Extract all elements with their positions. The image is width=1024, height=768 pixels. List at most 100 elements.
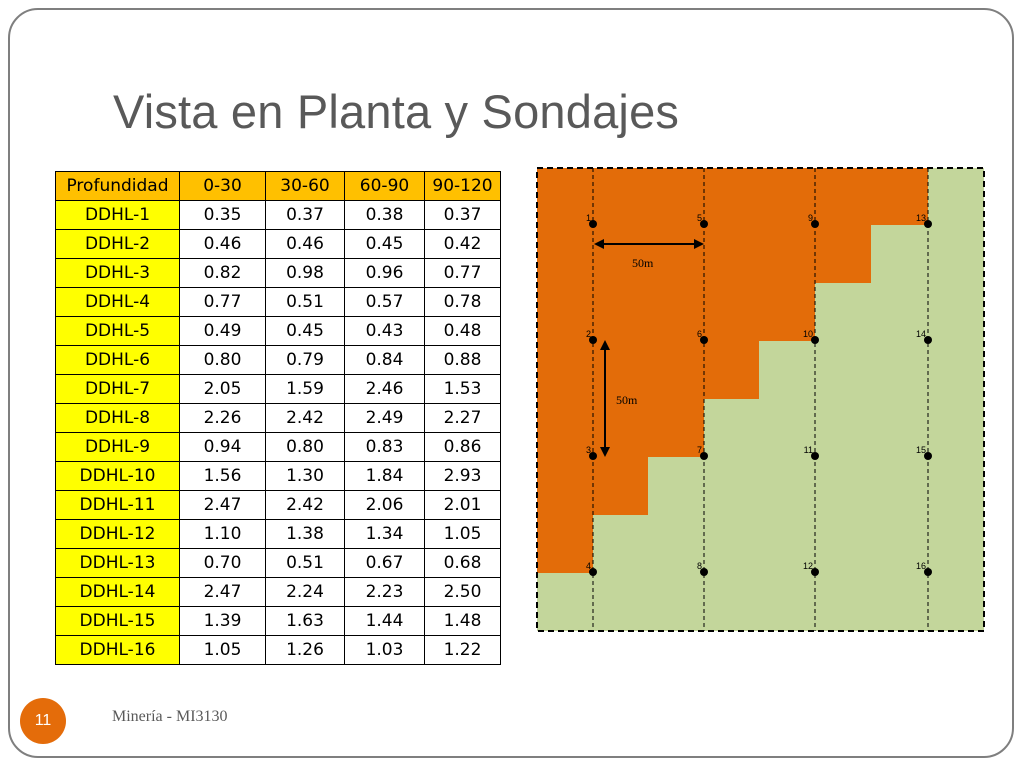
grade-cell: 0.94 xyxy=(179,432,266,462)
drillhole-marker xyxy=(924,336,932,344)
drillhole-name: DDHL-11 xyxy=(55,490,180,520)
drillhole-number-label: 1 xyxy=(586,213,591,223)
grade-cell: 2.46 xyxy=(344,374,425,404)
table-row: DDHL-1 0.35 0.37 0.38 0.37 xyxy=(55,200,501,230)
drillhole-number-label: 10 xyxy=(803,329,813,339)
drillhole-number-label: 14 xyxy=(916,329,926,339)
drillhole-number-label: 2 xyxy=(586,329,591,339)
grade-cell: 2.05 xyxy=(179,374,266,404)
grade-cell: 2.42 xyxy=(265,403,345,433)
drillhole-number-label: 16 xyxy=(916,561,926,571)
grade-cell: 0.80 xyxy=(265,432,345,462)
table-row: DDHL-10 1.56 1.30 1.84 2.93 xyxy=(55,461,501,491)
grade-cell: 1.10 xyxy=(179,519,266,549)
drillhole-marker xyxy=(700,452,708,460)
grade-cell: 0.77 xyxy=(424,258,501,288)
drillhole-marker xyxy=(589,220,597,228)
drillhole-name: DDHL-10 xyxy=(55,461,180,491)
drillhole-marker xyxy=(924,568,932,576)
grade-cell: 0.96 xyxy=(344,258,425,288)
horizontal-spacing-arrow xyxy=(594,239,704,249)
drillhole-marker xyxy=(700,336,708,344)
grade-cell: 0.37 xyxy=(424,200,501,230)
grade-cell: 1.26 xyxy=(265,635,345,665)
drillhole-marker xyxy=(589,568,597,576)
table-row: DDHL-2 0.46 0.46 0.45 0.42 xyxy=(55,229,501,259)
grade-cell: 1.84 xyxy=(344,461,425,491)
table-row: DDHL-8 2.26 2.42 2.49 2.27 xyxy=(55,403,501,433)
drillhole-number-label: 5 xyxy=(697,213,702,223)
grade-cell: 1.30 xyxy=(265,461,345,491)
grade-cell: 2.42 xyxy=(265,490,345,520)
drillhole-number-label: 11 xyxy=(804,445,813,455)
grade-cell: 0.86 xyxy=(424,432,501,462)
grade-cell: 2.24 xyxy=(265,577,345,607)
drillhole-number-label: 3 xyxy=(586,445,591,455)
grade-cell: 1.48 xyxy=(424,606,501,636)
grade-cell: 0.42 xyxy=(424,229,501,259)
table-row: DDHL-16 1.05 1.26 1.03 1.22 xyxy=(55,635,501,665)
drillhole-name: DDHL-16 xyxy=(55,635,180,665)
table-row: DDHL-11 2.47 2.42 2.06 2.01 xyxy=(55,490,501,520)
grade-cell: 0.98 xyxy=(265,258,345,288)
grade-cell: 2.23 xyxy=(344,577,425,607)
header-interval: 60-90 xyxy=(344,171,425,201)
grade-cell: 0.67 xyxy=(344,548,425,578)
drillhole-number-label: 7 xyxy=(697,445,702,455)
grade-cell: 0.45 xyxy=(344,229,425,259)
drillhole-name: DDHL-9 xyxy=(55,432,180,462)
grade-cell: 1.38 xyxy=(265,519,345,549)
drillhole-marker xyxy=(924,452,932,460)
grade-cell: 0.88 xyxy=(424,345,501,375)
grade-cell: 1.44 xyxy=(344,606,425,636)
drillhole-name: DDHL-12 xyxy=(55,519,180,549)
grade-cell: 1.63 xyxy=(265,606,345,636)
grade-cell: 1.53 xyxy=(424,374,501,404)
grade-cell: 0.84 xyxy=(344,345,425,375)
drillhole-marker xyxy=(811,452,819,460)
grade-cell: 0.43 xyxy=(344,316,425,346)
grade-cell: 0.57 xyxy=(344,287,425,317)
grade-cell: 1.05 xyxy=(179,635,266,665)
drillhole-number-label: 13 xyxy=(916,213,926,223)
grade-cell: 0.77 xyxy=(179,287,266,317)
vertical-spacing-label: 50m xyxy=(616,393,638,407)
table-row: DDHL-13 0.70 0.51 0.67 0.68 xyxy=(55,548,501,578)
header-interval: 0-30 xyxy=(179,171,266,201)
grade-cell: 0.70 xyxy=(179,548,266,578)
drillhole-name: DDHL-7 xyxy=(55,374,180,404)
grade-cell: 0.82 xyxy=(179,258,266,288)
grade-cell: 1.22 xyxy=(424,635,501,665)
drillhole-marker xyxy=(700,220,708,228)
drillhole-number-label: 8 xyxy=(697,561,702,571)
grade-cell: 0.68 xyxy=(424,548,501,578)
drillhole-grade-table: Profundidad 0-30 30-60 60-90 90-120 DDHL… xyxy=(55,171,501,665)
drillhole-name: DDHL-3 xyxy=(55,258,180,288)
vertical-spacing-arrow xyxy=(600,340,610,457)
grade-cell: 2.50 xyxy=(424,577,501,607)
grade-cell: 2.01 xyxy=(424,490,501,520)
drillhole-marker xyxy=(589,336,597,344)
grade-cell: 1.59 xyxy=(265,374,345,404)
page-number-badge: 11 xyxy=(20,698,66,744)
drillhole-marker xyxy=(811,220,819,228)
drillhole-marker xyxy=(811,336,819,344)
grade-cell: 0.78 xyxy=(424,287,501,317)
drillhole-name: DDHL-8 xyxy=(55,403,180,433)
drillhole-number-label: 6 xyxy=(697,329,702,339)
grade-cell: 0.46 xyxy=(265,229,345,259)
grade-cell: 1.05 xyxy=(424,519,501,549)
grade-cell: 0.49 xyxy=(179,316,266,346)
header-interval: 30-60 xyxy=(265,171,345,201)
drillhole-number-label: 15 xyxy=(916,445,926,455)
grade-cell: 0.79 xyxy=(265,345,345,375)
grade-cell: 0.83 xyxy=(344,432,425,462)
map-border xyxy=(536,167,985,632)
table-row: DDHL-3 0.82 0.98 0.96 0.77 xyxy=(55,258,501,288)
grade-cell: 2.49 xyxy=(344,403,425,433)
grade-cell: 0.51 xyxy=(265,287,345,317)
grade-cell: 1.03 xyxy=(344,635,425,665)
drillhole-marker xyxy=(924,220,932,228)
drillhole-marker xyxy=(700,568,708,576)
